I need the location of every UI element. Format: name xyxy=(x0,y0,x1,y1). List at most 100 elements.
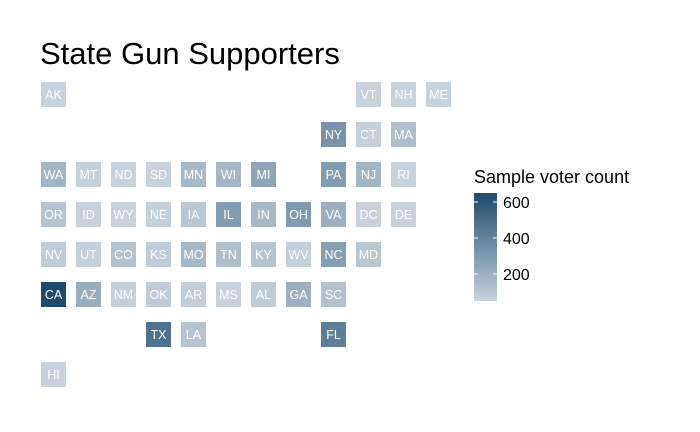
tile-id: ID xyxy=(76,202,101,227)
tile-md: MD xyxy=(356,242,381,267)
tile-label: AR xyxy=(185,288,202,302)
tile-label: WV xyxy=(288,248,309,262)
tile-rect xyxy=(76,162,101,187)
legend-ticks: 200 400 600 xyxy=(474,195,530,284)
tile-label: TN xyxy=(220,248,237,262)
tile-rect xyxy=(251,242,276,267)
tile-rect xyxy=(146,322,171,347)
tile-rect xyxy=(321,282,346,307)
tile-sc: SC xyxy=(321,282,346,307)
tile-wv: WV xyxy=(286,242,311,267)
tile-rect xyxy=(181,202,206,227)
tile-label: ME xyxy=(429,88,448,102)
tile-label: VT xyxy=(361,88,377,102)
tile-rect xyxy=(391,162,416,187)
tile-label: IL xyxy=(223,208,233,222)
tile-label: NY xyxy=(325,128,343,142)
tile-label: DE xyxy=(395,208,412,222)
tile-rect xyxy=(111,282,136,307)
tile-rect xyxy=(181,162,206,187)
tile-rect xyxy=(41,162,66,187)
tile-label: FL xyxy=(326,328,341,342)
tile-label: SD xyxy=(150,168,167,182)
tile-label: LA xyxy=(186,328,202,342)
tile-rect xyxy=(181,322,206,347)
tile-rect xyxy=(146,162,171,187)
tile-rect xyxy=(251,282,276,307)
tile-label: IA xyxy=(188,208,200,222)
legend: Sample voter count 200 400 600 xyxy=(474,167,629,301)
tile-label: MT xyxy=(79,168,97,182)
tile-rect xyxy=(146,282,171,307)
tile-rect xyxy=(216,282,241,307)
tile-rect xyxy=(286,202,311,227)
tile-nj: NJ xyxy=(356,162,381,187)
tile-rect xyxy=(146,242,171,267)
tile-label: SC xyxy=(325,288,342,302)
tile-ca: CA xyxy=(41,282,66,307)
tile-rect xyxy=(251,162,276,187)
tile-ky: KY xyxy=(251,242,276,267)
tile-label: MA xyxy=(394,128,413,142)
tile-label: WI xyxy=(221,168,236,182)
tile-vt: VT xyxy=(356,82,381,107)
tile-label: DC xyxy=(359,208,377,222)
tile-label: CT xyxy=(360,128,377,142)
tile-label: MD xyxy=(359,248,378,262)
tile-mi: MI xyxy=(251,162,276,187)
tile-me: ME xyxy=(426,82,451,107)
tile-mo: MO xyxy=(181,242,206,267)
tile-rect xyxy=(216,242,241,267)
tile-rect xyxy=(321,202,346,227)
tile-label: WA xyxy=(44,168,64,182)
tile-rect xyxy=(321,322,346,347)
tile-rect xyxy=(321,242,346,267)
tile-rect xyxy=(76,282,101,307)
tile-label: ND xyxy=(114,168,132,182)
tile-nm: NM xyxy=(111,282,136,307)
legend-color-bar xyxy=(474,193,497,301)
tile-rect xyxy=(391,82,416,107)
tile-mt: MT xyxy=(76,162,101,187)
tile-il: IL xyxy=(216,202,241,227)
tile-label: IN xyxy=(257,208,270,222)
tile-label: NV xyxy=(45,248,63,262)
tile-rect xyxy=(286,282,311,307)
tile-label: KS xyxy=(150,248,167,262)
tile-mn: MN xyxy=(181,162,206,187)
tile-tx: TX xyxy=(146,322,171,347)
tile-label: VA xyxy=(326,208,342,222)
chart-title: State Gun Supporters xyxy=(40,36,340,71)
tile-rect xyxy=(356,202,381,227)
tile-rect xyxy=(146,202,171,227)
tile-label: CA xyxy=(45,288,63,302)
tile-wa: WA xyxy=(41,162,66,187)
tile-co: CO xyxy=(111,242,136,267)
tile-label: UT xyxy=(80,248,97,262)
tile-or: OR xyxy=(41,202,66,227)
tile-label: AK xyxy=(45,88,62,102)
tile-rect xyxy=(216,202,241,227)
tile-nd: ND xyxy=(111,162,136,187)
tile-ak: AK xyxy=(41,82,66,107)
tile-de: DE xyxy=(391,202,416,227)
tile-ok: OK xyxy=(146,282,171,307)
tile-rect xyxy=(426,82,451,107)
tile-rect xyxy=(111,202,136,227)
tile-label: NE xyxy=(150,208,167,222)
tile-ny: NY xyxy=(321,122,346,147)
tile-rect xyxy=(216,162,241,187)
tile-label: PA xyxy=(326,168,342,182)
tile-rect xyxy=(356,162,381,187)
tile-rect xyxy=(41,282,66,307)
tile-dc: DC xyxy=(356,202,381,227)
tile-label: WY xyxy=(113,208,134,222)
tile-label: CO xyxy=(114,248,133,262)
tile-rect xyxy=(41,242,66,267)
tile-rect xyxy=(391,122,416,147)
tile-ne: NE xyxy=(146,202,171,227)
tile-label: HI xyxy=(47,368,60,382)
tile-rect xyxy=(111,162,136,187)
tile-nc: NC xyxy=(321,242,346,267)
